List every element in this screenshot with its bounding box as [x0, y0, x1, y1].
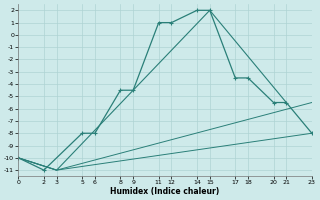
- X-axis label: Humidex (Indice chaleur): Humidex (Indice chaleur): [110, 187, 220, 196]
